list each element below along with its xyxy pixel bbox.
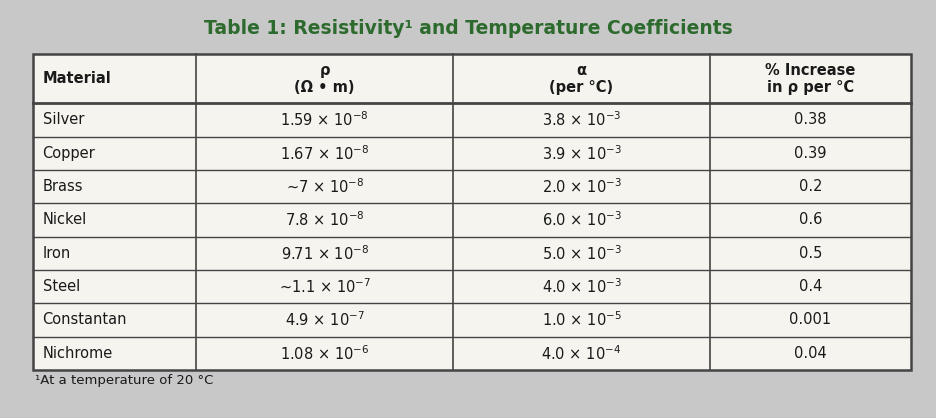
Text: 4.9 × 10$^{-7}$: 4.9 × 10$^{-7}$ [285, 311, 364, 329]
Text: Nichrome: Nichrome [42, 346, 112, 361]
Text: Material: Material [42, 71, 111, 86]
Text: 4.0 × 10$^{-4}$: 4.0 × 10$^{-4}$ [541, 344, 621, 362]
Text: 0.39: 0.39 [794, 146, 826, 161]
Text: 5.0 × 10$^{-3}$: 5.0 × 10$^{-3}$ [541, 244, 621, 263]
Text: 0.5: 0.5 [797, 246, 821, 261]
Text: 3.9 × 10$^{-3}$: 3.9 × 10$^{-3}$ [541, 144, 621, 163]
Text: 0.4: 0.4 [797, 279, 821, 294]
Text: Silver: Silver [42, 112, 84, 127]
Text: ~7 × 10$^{-8}$: ~7 × 10$^{-8}$ [285, 177, 363, 196]
Text: Iron: Iron [42, 246, 71, 261]
Text: 4.0 × 10$^{-3}$: 4.0 × 10$^{-3}$ [541, 277, 621, 296]
Text: 6.0 × 10$^{-3}$: 6.0 × 10$^{-3}$ [541, 211, 621, 229]
Text: 1.59 × 10$^{-8}$: 1.59 × 10$^{-8}$ [280, 111, 369, 129]
Text: 1.0 × 10$^{-5}$: 1.0 × 10$^{-5}$ [541, 311, 621, 329]
Text: 0.04: 0.04 [793, 346, 826, 361]
Text: ¹At a temperature of 20 °C: ¹At a temperature of 20 °C [35, 374, 212, 387]
Text: 9.71 × 10$^{-8}$: 9.71 × 10$^{-8}$ [280, 244, 369, 263]
Text: 0.2: 0.2 [797, 179, 821, 194]
Text: 0.6: 0.6 [797, 212, 821, 227]
Text: Nickel: Nickel [42, 212, 87, 227]
Text: 1.67 × 10$^{-8}$: 1.67 × 10$^{-8}$ [280, 144, 369, 163]
Text: Constantan: Constantan [42, 312, 127, 327]
Text: 2.0 × 10$^{-3}$: 2.0 × 10$^{-3}$ [541, 177, 621, 196]
Text: Steel: Steel [42, 279, 80, 294]
Text: 3.8 × 10$^{-3}$: 3.8 × 10$^{-3}$ [541, 111, 621, 129]
Text: α
(per °C): α (per °C) [548, 63, 613, 95]
Text: 0.38: 0.38 [794, 112, 826, 127]
Text: Copper: Copper [42, 146, 95, 161]
Text: ρ
(Ω • m): ρ (Ω • m) [294, 63, 355, 95]
Text: 1.08 × 10$^{-6}$: 1.08 × 10$^{-6}$ [280, 344, 369, 362]
Text: 0.001: 0.001 [788, 312, 830, 327]
Text: 7.8 × 10$^{-8}$: 7.8 × 10$^{-8}$ [285, 211, 364, 229]
Text: Table 1: Resistivity¹ and Temperature Coefficients: Table 1: Resistivity¹ and Temperature Co… [204, 19, 732, 38]
Text: % Increase
in ρ per °C: % Increase in ρ per °C [765, 63, 855, 95]
Text: Brass: Brass [42, 179, 83, 194]
Text: ~1.1 × 10$^{-7}$: ~1.1 × 10$^{-7}$ [278, 277, 371, 296]
